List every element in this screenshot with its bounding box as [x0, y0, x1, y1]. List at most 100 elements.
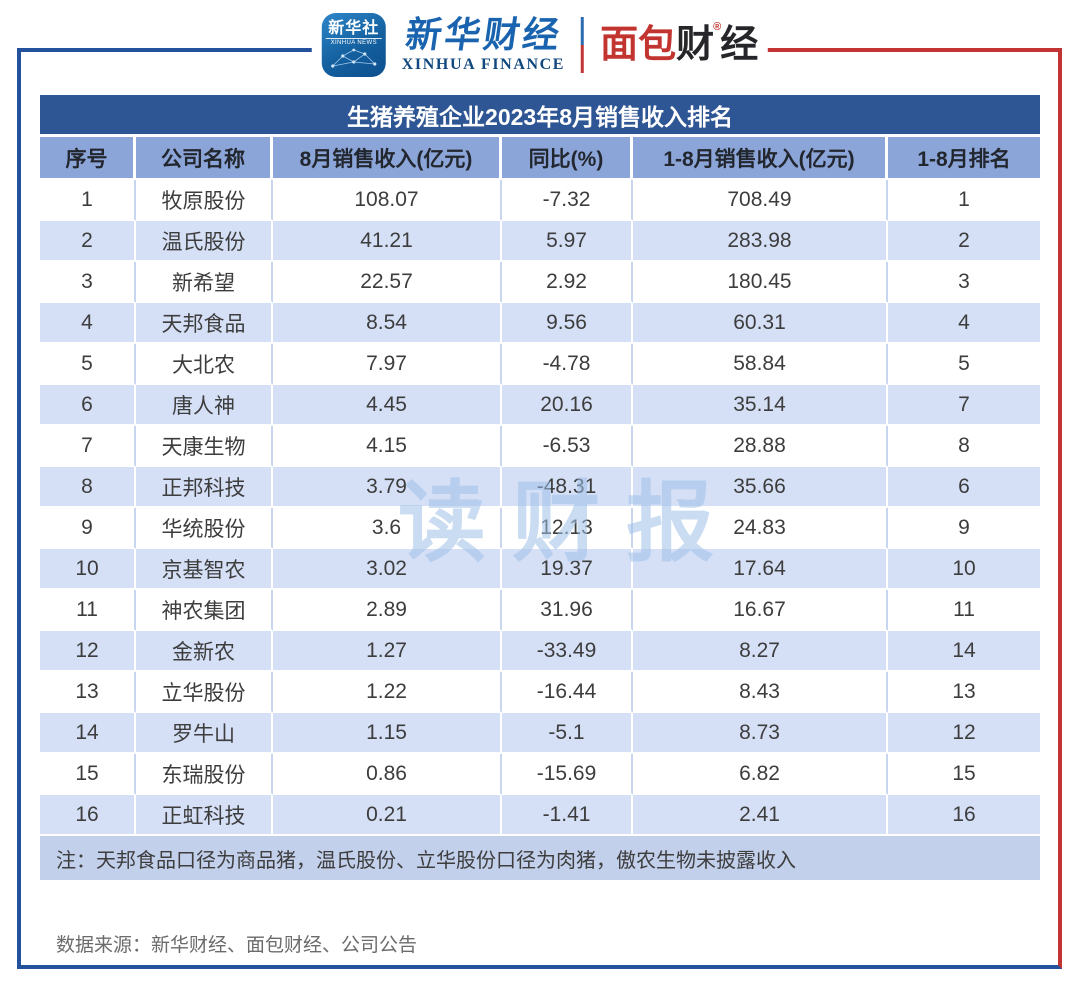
column-header-aug-revenue: 8月销售收入(亿元) [273, 137, 502, 180]
mianbao-red-part: 面包 [600, 24, 677, 66]
table-cell: 17.64 [633, 549, 888, 590]
table-cell: 京基智农 [136, 549, 273, 590]
xinhua-news-app-icon: 新华社 XINHUA NEWS [321, 13, 386, 77]
header-logo-bar: 新华社 XINHUA NEWS 新华财经 XINHUA FINANCE 面包财®… [311, 6, 769, 84]
table-cell: 11 [40, 590, 136, 631]
column-header-index: 序号 [40, 137, 136, 180]
table-cell: 1 [40, 180, 136, 221]
table-cell: 天邦食品 [136, 303, 273, 344]
table-row: 9 华统股份 3.6 12.13 24.83 9 [40, 508, 1041, 549]
table-cell: 4.45 [273, 385, 502, 426]
table-cell: 1.27 [273, 631, 502, 672]
table-row: 2 温氏股份 41.21 5.97 283.98 2 [40, 221, 1041, 262]
table-cell: 8 [888, 426, 1041, 467]
table-cell: -48.31 [502, 467, 633, 508]
table-cell: -33.49 [502, 631, 633, 672]
table-cell: 3.02 [273, 549, 502, 590]
table-cell: 3 [40, 262, 136, 303]
table-cell: 东瑞股份 [136, 754, 273, 795]
table-row: 3 新希望 22.57 2.92 180.45 3 [40, 262, 1041, 303]
table-cell: 28.88 [633, 426, 888, 467]
table-cell: 8 [40, 467, 136, 508]
data-source-line: 数据来源：新华财经、面包财经、公司公告 [56, 935, 418, 956]
table-cell: 9.56 [502, 303, 633, 344]
table-cell: 8.73 [633, 713, 888, 754]
frame-top-left-line [17, 48, 335, 52]
table-row: 13 立华股份 1.22 -16.44 8.43 13 [40, 672, 1041, 713]
logo-divider [581, 17, 585, 73]
table-cell: 58.84 [633, 344, 888, 385]
table-row: 5 大北农 7.97 -4.78 58.84 5 [40, 344, 1041, 385]
table-cell: 35.66 [633, 467, 888, 508]
table-cell: 15 [888, 754, 1041, 795]
table-cell: 金新农 [136, 631, 273, 672]
network-graphic-icon [331, 48, 377, 68]
table-cell: 0.21 [273, 795, 502, 836]
column-header-company: 公司名称 [136, 137, 273, 180]
table-cell: 2 [40, 221, 136, 262]
table-cell: 3.6 [273, 508, 502, 549]
table-row: 7 天康生物 4.15 -6.53 28.88 8 [40, 426, 1041, 467]
table-cell: 3.79 [273, 467, 502, 508]
table-cell: 41.21 [273, 221, 502, 262]
table-cell: 16 [40, 795, 136, 836]
table-cell: 8.27 [633, 631, 888, 672]
table-body: 1 牧原股份 108.07 -7.32 708.49 1 2 温氏股份 41.21 5.97 283… [40, 180, 1041, 836]
table-cell: -15.69 [502, 754, 633, 795]
table-cell: -6.53 [502, 426, 633, 467]
table-cell: 9 [40, 508, 136, 549]
table-cell: 8.54 [273, 303, 502, 344]
table-row: 12 金新农 1.27 -33.49 8.27 14 [40, 631, 1041, 672]
table-row: 1 牧原股份 108.07 -7.32 708.49 1 [40, 180, 1041, 221]
xinhua-news-app-subtitle: XINHUA NEWS [330, 40, 377, 46]
mianbao-dark-part-1: 财 [676, 24, 715, 66]
xinhua-finance-cn: 新华财经 [402, 15, 565, 55]
table-cell: 1.22 [273, 672, 502, 713]
table-cell: 8.43 [633, 672, 888, 713]
ranking-table: 生猪养殖企业2023年8月销售收入排名 序号 公司名称 8月销售收入(亿元) 同… [40, 95, 1041, 880]
table-cell: 16 [888, 795, 1041, 836]
table-cell: 华统股份 [136, 508, 273, 549]
table-cell: 108.07 [273, 180, 502, 221]
table-cell: 10 [888, 549, 1041, 590]
table-cell: 16.67 [633, 590, 888, 631]
table-note-row: 注：天邦食品口径为商品猪，温氏股份、立华股份口径为肉猪，傲农生物未披露收入 [40, 836, 1041, 880]
table-cell: 立华股份 [136, 672, 273, 713]
table-cell: 13 [888, 672, 1041, 713]
table-row: 6 唐人神 4.45 20.16 35.14 7 [40, 385, 1041, 426]
table-cell: 唐人神 [136, 385, 273, 426]
table-cell: 283.98 [633, 221, 888, 262]
table-cell: 5.97 [502, 221, 633, 262]
table-cell: 12 [40, 631, 136, 672]
table-cell: 4 [40, 303, 136, 344]
table-cell: 11 [888, 590, 1041, 631]
column-header-cum-rank: 1-8月排名 [888, 137, 1041, 180]
mianbao-dark-part-2: 经 [720, 24, 759, 66]
table-cell: -5.1 [502, 713, 633, 754]
table-cell: 新希望 [136, 262, 273, 303]
table-header-row: 序号 公司名称 8月销售收入(亿元) 同比(%) 1-8月销售收入(亿元) 1-… [40, 137, 1041, 180]
table-cell: 60.31 [633, 303, 888, 344]
table-cell: -1.41 [502, 795, 633, 836]
table-cell: 神农集团 [136, 590, 273, 631]
table-row: 11 神农集团 2.89 31.96 16.67 11 [40, 590, 1041, 631]
table-cell: 4.15 [273, 426, 502, 467]
table-cell: 1 [888, 180, 1041, 221]
table-cell: 13 [40, 672, 136, 713]
table-cell: 22.57 [273, 262, 502, 303]
table-cell: 2.41 [633, 795, 888, 836]
table-cell: 2 [888, 221, 1041, 262]
table-cell: 12.13 [502, 508, 633, 549]
table-row: 4 天邦食品 8.54 9.56 60.31 4 [40, 303, 1041, 344]
table-cell: 9 [888, 508, 1041, 549]
table-cell: 24.83 [633, 508, 888, 549]
table-cell: 10 [40, 549, 136, 590]
table-cell: 2.92 [502, 262, 633, 303]
table-row: 10 京基智农 3.02 19.37 17.64 10 [40, 549, 1041, 590]
table-row: 8 正邦科技 3.79 -48.31 35.66 6 [40, 467, 1041, 508]
table-cell: 2.89 [273, 590, 502, 631]
table-cell: 14 [888, 631, 1041, 672]
table-cell: -16.44 [502, 672, 633, 713]
table-cell: 31.96 [502, 590, 633, 631]
table-cell: 7.97 [273, 344, 502, 385]
